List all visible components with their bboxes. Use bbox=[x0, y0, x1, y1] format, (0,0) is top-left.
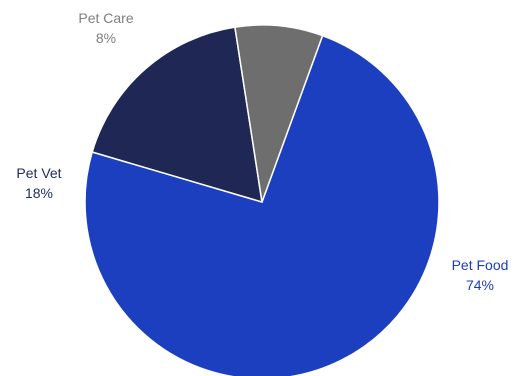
pie-slice-pet-food bbox=[84, 34, 440, 376]
slice-label-pet-vet: Pet Vet 18% bbox=[4, 163, 74, 203]
slice-label-pet-food: Pet Food 74% bbox=[432, 255, 515, 295]
slice-percent-pet-vet: 18% bbox=[24, 185, 54, 201]
pie-slice-pet-care bbox=[234, 24, 324, 203]
slice-percent-pet-food: 74% bbox=[465, 277, 495, 293]
slice-name-pet-vet: Pet Vet bbox=[16, 165, 62, 181]
slice-label-pet-care: Pet Care 8% bbox=[64, 8, 148, 48]
slice-percent-pet-care: 8% bbox=[95, 30, 117, 46]
pie-slice-pet-vet bbox=[91, 26, 263, 203]
slice-name-pet-care: Pet Care bbox=[78, 10, 134, 26]
slice-name-pet-food: Pet Food bbox=[451, 257, 509, 273]
